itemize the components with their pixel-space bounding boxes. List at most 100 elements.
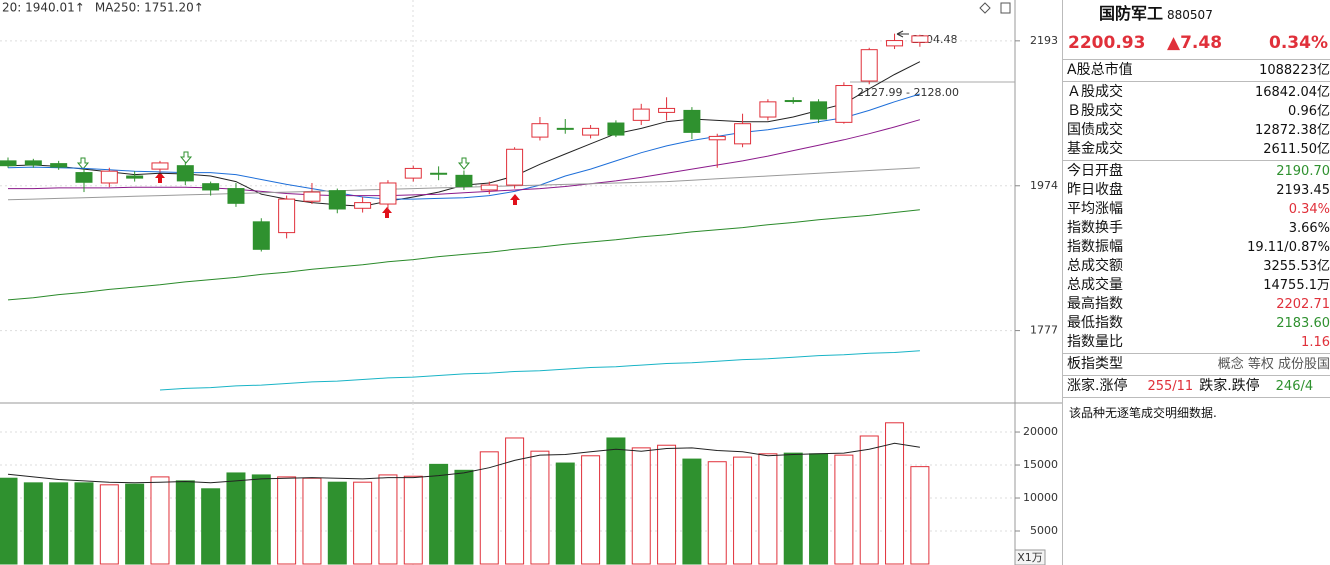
volume-bar	[910, 466, 930, 565]
candle-body	[379, 182, 397, 205]
stat-label: 基金成交	[1067, 141, 1123, 157]
volume-bar	[49, 482, 69, 565]
stat-label: 指数振幅	[1067, 239, 1123, 255]
stat-value: 3.66%	[1288, 221, 1330, 236]
candle-body	[759, 101, 777, 118]
stat-section: Ａ股成交 16842.04亿 Ｂ股成交 0.96亿 国债成交 12872.38亿 基金成交 2…	[1063, 82, 1330, 161]
candle-body	[683, 109, 701, 133]
volume-bar	[682, 458, 702, 565]
stat-row: 总成交量 14755.1万	[1063, 276, 1330, 295]
stat-label: 国债成交	[1067, 122, 1123, 138]
candle-body	[227, 188, 245, 204]
volume-bar	[885, 422, 905, 565]
stat-value: 1.16	[1301, 335, 1330, 350]
candle-body	[556, 127, 574, 130]
candle-body	[607, 122, 625, 136]
volume-unit: X1万	[1017, 551, 1043, 564]
sell-signal	[457, 157, 471, 170]
stat-value: 2190.70	[1276, 164, 1330, 179]
candle-body	[328, 190, 346, 210]
stat-value: 1088223亿	[1259, 63, 1330, 78]
breadth-section: 涨家.涨停 255/11 跌家.跌停 246/4	[1063, 376, 1330, 398]
stat-row: 国债成交 12872.38亿	[1063, 121, 1330, 140]
stat-label: 今日开盘	[1067, 163, 1123, 179]
candle-body	[100, 170, 118, 184]
volume-bar	[0, 477, 18, 565]
candle-body	[24, 160, 42, 166]
candle-body	[734, 123, 752, 145]
stat-value: 3255.53亿	[1263, 259, 1330, 274]
stat-label: Ａ股成交	[1067, 84, 1123, 100]
stat-value: 2193.45	[1276, 183, 1330, 198]
stat-value: 2183.60	[1276, 316, 1330, 331]
candle-body	[126, 175, 144, 179]
candle-body	[430, 172, 448, 175]
candle-body	[252, 221, 270, 250]
volume-bar	[403, 475, 423, 565]
candle-body	[202, 183, 220, 191]
volume-bar	[251, 474, 271, 565]
stat-label: 最低指数	[1067, 315, 1123, 331]
volume-bar	[23, 482, 43, 565]
candle-body	[632, 108, 650, 121]
index-code: 880507	[1167, 8, 1213, 22]
stat-row: 最低指数 2183.60	[1063, 314, 1330, 333]
volume-bar	[606, 437, 626, 565]
quote-panel: 国防军工 880507 2200.93 ▲7.48 0.34% A股总市值 1088…	[1062, 0, 1330, 565]
stat-label: 总成交量	[1067, 277, 1123, 293]
settings-icon[interactable]	[979, 2, 991, 14]
index-name: 国防军工	[1099, 4, 1164, 23]
volume-bar	[707, 461, 727, 565]
ma-legend: MA250: 1751.20↑	[95, 1, 204, 15]
stat-section: 今日开盘 2190.70 昨日收盘 2193.45 平均涨幅 0.34% 指数换手 3.66%…	[1063, 161, 1330, 354]
candle-body	[835, 85, 853, 123]
stat-label: 板指类型	[1067, 356, 1123, 372]
stat-section: A股总市值 1088223亿	[1063, 60, 1330, 82]
window-icon[interactable]	[1000, 2, 1011, 14]
candle-body	[354, 202, 372, 209]
stat-value: 0.34%	[1288, 202, 1330, 217]
stat-row: 昨日收盘 2193.45	[1063, 181, 1330, 200]
buy-signal	[510, 194, 520, 205]
candle-body	[75, 172, 93, 183]
unit-box	[1014, 549, 1046, 565]
candle-body	[860, 49, 878, 82]
volume-bar	[378, 474, 398, 565]
stat-label: 指数换手	[1067, 220, 1123, 236]
candle-body	[50, 163, 68, 168]
candle-body	[455, 174, 473, 187]
stat-row: 指数换手 3.66%	[1063, 219, 1330, 238]
sell-signal	[76, 157, 90, 170]
last-price: 2200.93	[1068, 33, 1146, 53]
stat-value: 14755.1万	[1263, 278, 1330, 293]
panel-header: 国防军工 880507	[1063, 0, 1330, 27]
stat-row: 最高指数 2202.71	[1063, 295, 1330, 314]
stat-value: 2611.50亿	[1263, 142, 1330, 157]
stats: A股总市值 1088223亿 Ａ股成交 16842.04亿 Ｂ股成交 0.96亿 国债成交 1…	[1063, 60, 1330, 376]
price-change: ▲7.48	[1167, 33, 1223, 53]
volume-bar	[277, 476, 297, 565]
volume-bar	[657, 444, 677, 565]
chart: 2127.99 - 2128.00 2204.48 20: 1940.01↑ M…	[0, 0, 1062, 565]
note: 该品种无逐笔成交明细数据.	[1069, 406, 1217, 420]
stat-label: 最高指数	[1067, 296, 1123, 312]
volume-bar	[125, 483, 145, 565]
candle-body	[708, 135, 726, 141]
y-tick-label: 1777	[1030, 324, 1058, 337]
candle-body	[404, 167, 422, 179]
candle-body	[0, 160, 17, 167]
stat-value: 概念 等权 成份股国	[1217, 357, 1330, 372]
stat-row: 板指类型 概念 等权 成份股国	[1063, 355, 1330, 374]
volume-bar	[733, 456, 753, 565]
candle-body	[658, 107, 676, 113]
stat-label: Ｂ股成交	[1067, 103, 1123, 119]
candle-body	[531, 123, 549, 138]
stat-row: 总成交额 3255.53亿	[1063, 257, 1330, 276]
volume-bar	[226, 472, 246, 565]
volume-bar	[631, 447, 651, 565]
y-tick-label: 2193	[1030, 34, 1058, 47]
stat-value: 2202.71	[1276, 297, 1330, 312]
high-pointer	[896, 30, 909, 38]
